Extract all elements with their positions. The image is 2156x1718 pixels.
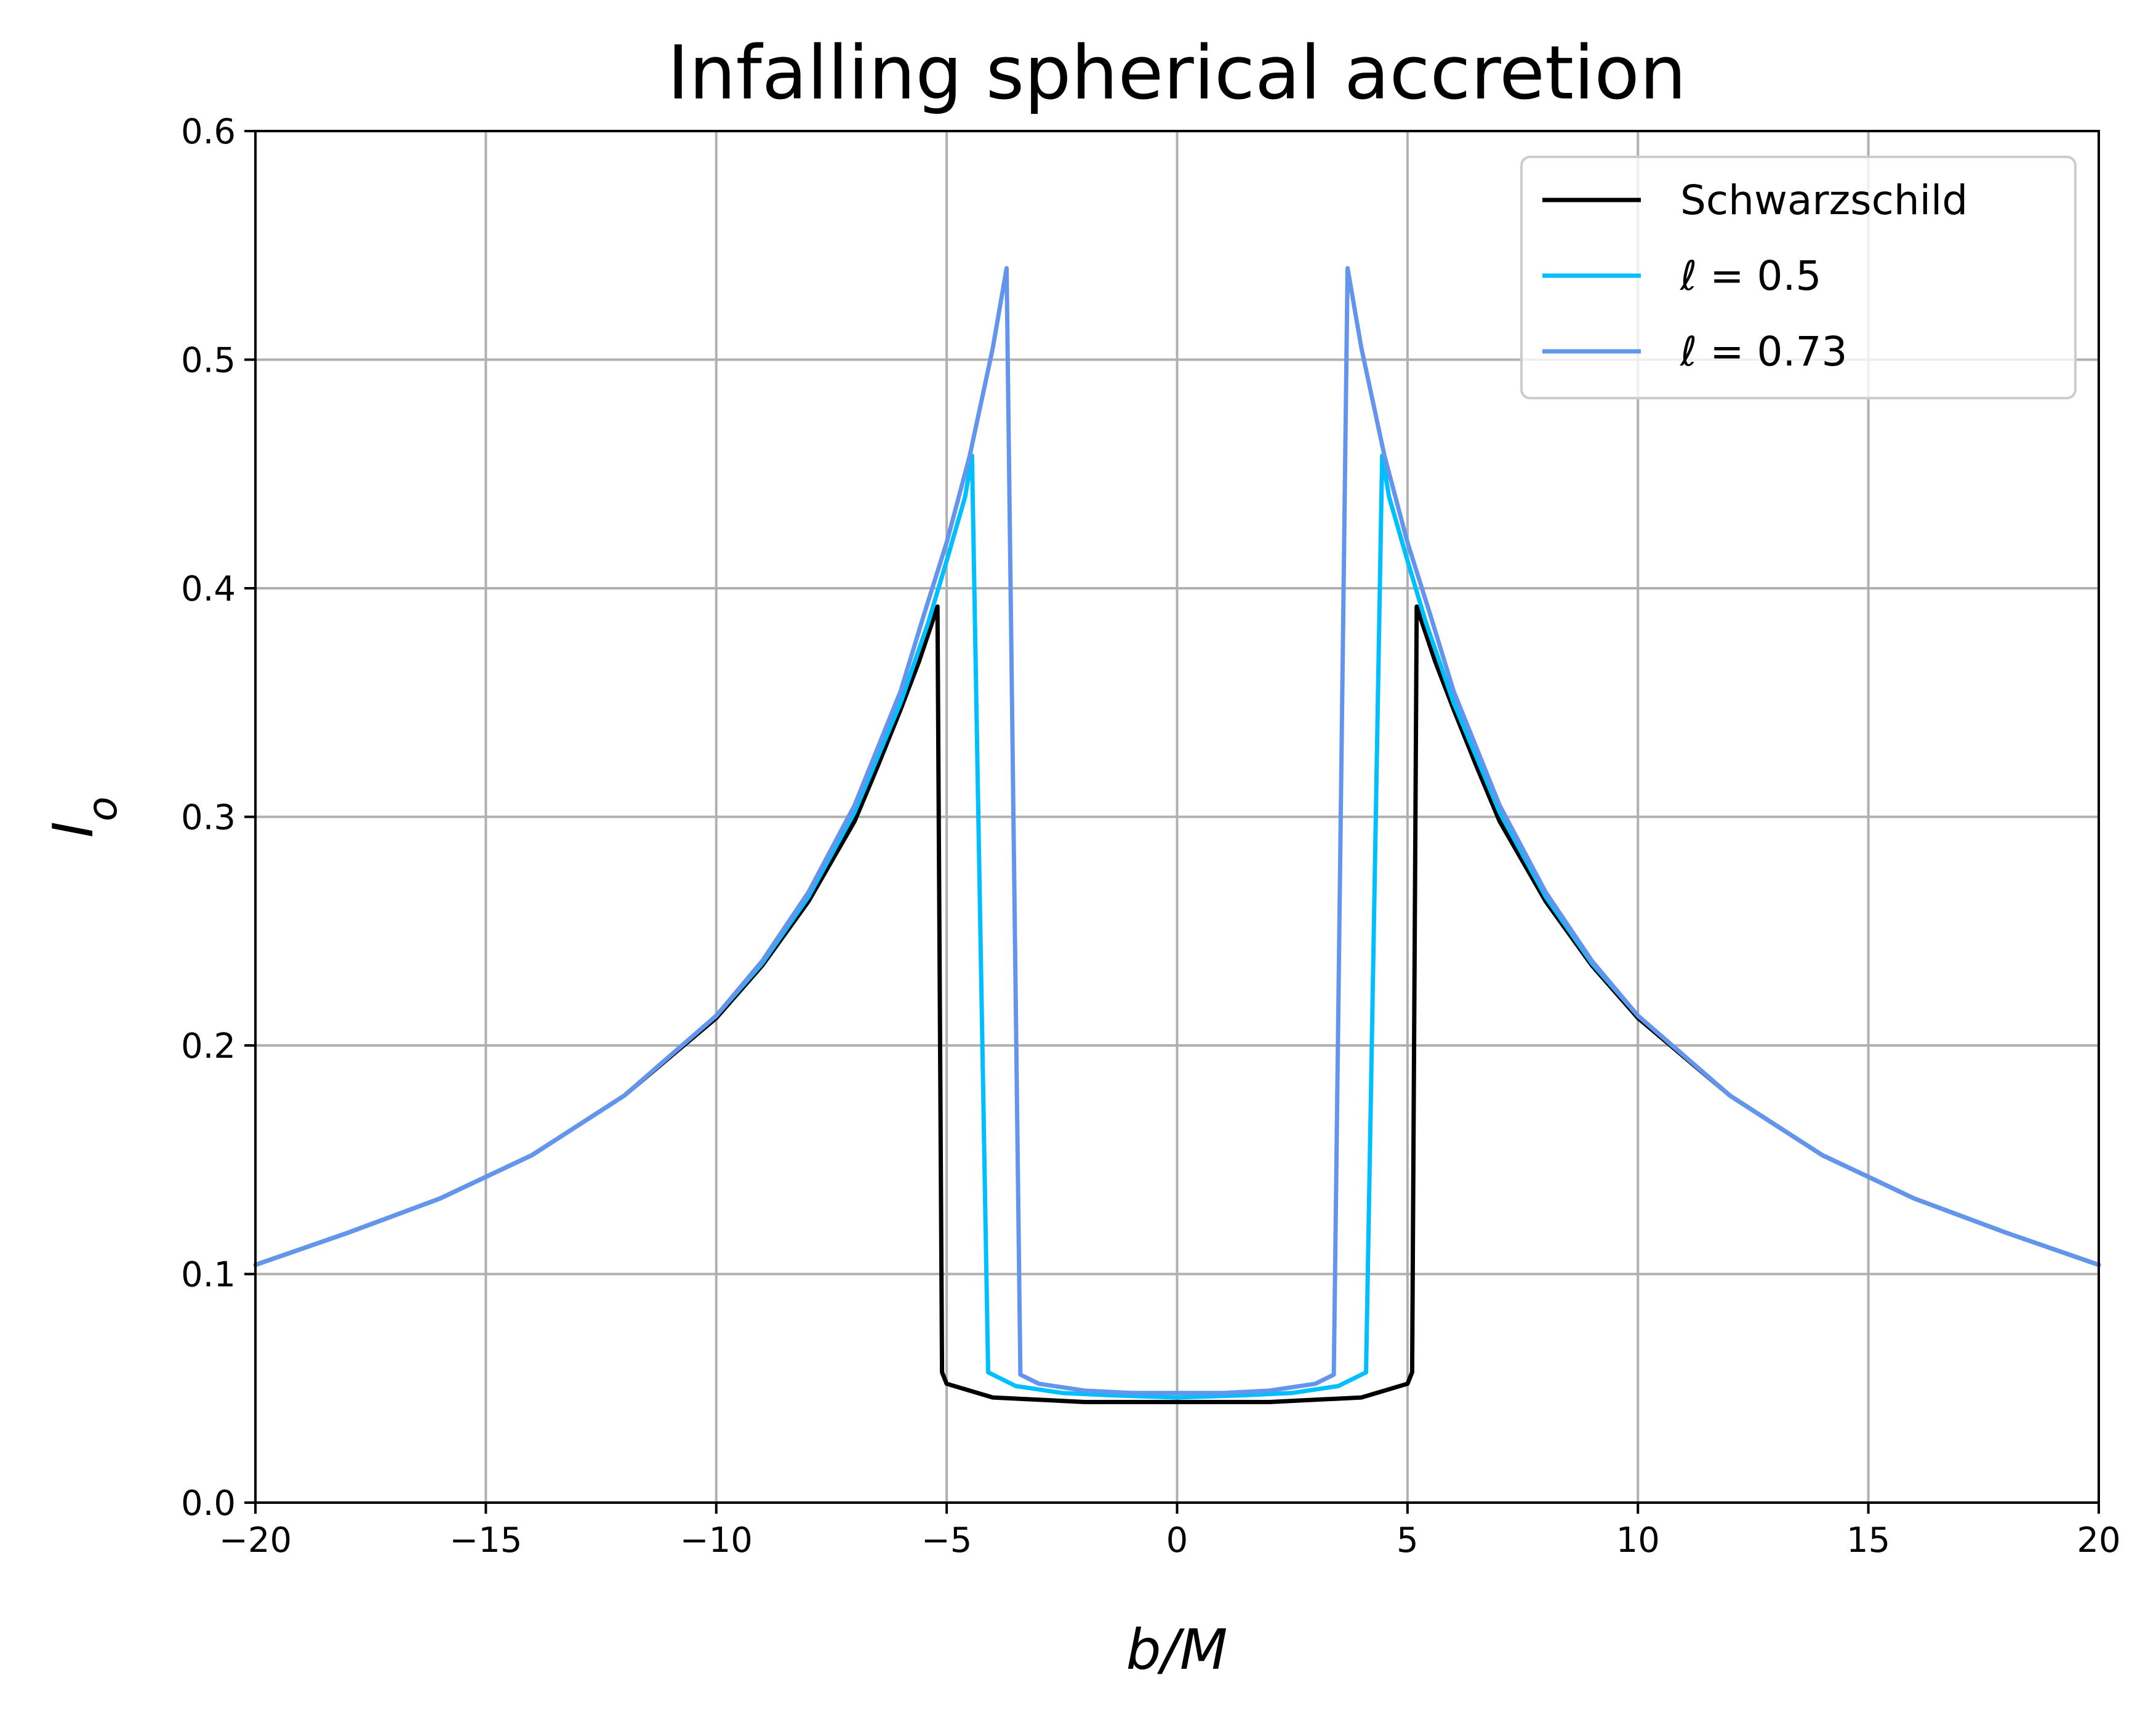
x-tick-label: 20: [2077, 1520, 2120, 1560]
x-tick-label: 10: [1616, 1520, 1660, 1560]
y-tick-label: 0.6: [181, 112, 236, 152]
x-tick-label: −5: [921, 1520, 972, 1560]
x-tick-label: 0: [1166, 1520, 1188, 1560]
y-tick-label: 0.0: [181, 1484, 236, 1524]
y-tick-label: 0.3: [181, 798, 236, 838]
axis-ticks: −20 −15 −10 −5 0 5 10 15 20 0.0 0.1 0.2 0.3 0.4 0.5 0.6: [181, 112, 2121, 1560]
series-line-l-0.73: [253, 266, 2101, 1396]
y-tick-label: 0.4: [181, 569, 236, 609]
x-tick-label: −10: [680, 1520, 753, 1560]
chart-title: Infalling spherical accretion: [667, 31, 1686, 116]
y-tick-label: 0.2: [181, 1026, 236, 1066]
series-lines: [253, 266, 2101, 1404]
x-tick-label: −15: [449, 1520, 522, 1560]
x-tick-label: −20: [219, 1520, 292, 1560]
legend-label-l-0.5: ℓ = 0.5: [1680, 252, 1822, 300]
legend: Schwarzschild ℓ = 0.5 ℓ = 0.73: [1520, 156, 2077, 399]
legend-box: [1520, 156, 2077, 399]
x-tick-label: 15: [1846, 1520, 1890, 1560]
y-tick-label: 0.1: [181, 1255, 236, 1295]
x-axis-label: b/M: [1126, 1618, 1227, 1682]
x-tick-label: 5: [1397, 1520, 1419, 1560]
legend-label-schwarzschild: Schwarzschild: [1680, 177, 1968, 224]
legend-label-l-0.73: ℓ = 0.73: [1680, 328, 1847, 375]
y-tick-label: 0.5: [181, 341, 236, 381]
